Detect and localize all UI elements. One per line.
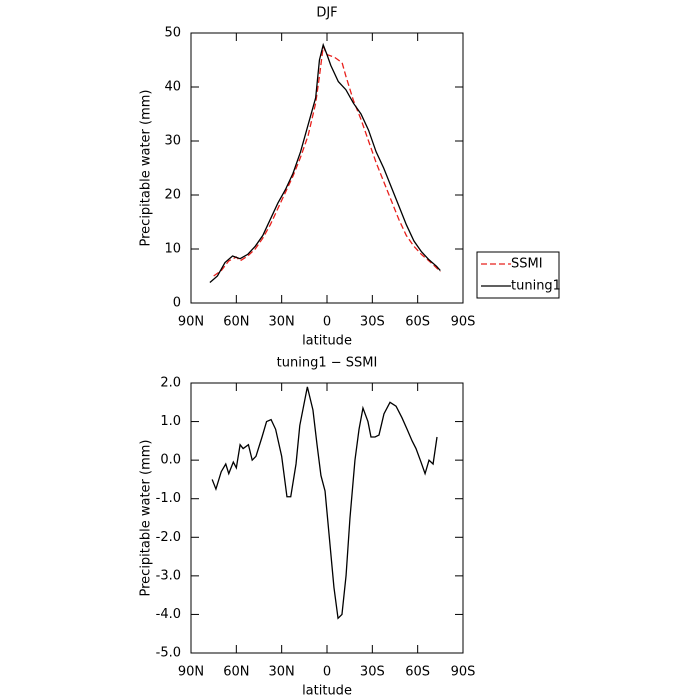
y-tick-label: -3.0 [156, 568, 181, 583]
data-line [211, 386, 438, 620]
y-tick-label: 10 [164, 242, 181, 257]
y-tick-label: 2.0 [160, 376, 181, 391]
plot-frame [190, 32, 464, 304]
x-tick-label: 30S [360, 665, 385, 680]
x-tick-label: 60S [405, 315, 430, 330]
y-tick-label: -2.0 [156, 530, 181, 545]
x-tick-label: 0 [323, 665, 331, 680]
chart-title: tuning1 − SSMI [277, 356, 378, 371]
x-tick-label: 90S [451, 315, 476, 330]
legend-label: tuning1 [511, 279, 561, 294]
x-axis-label: latitude [302, 684, 352, 699]
x-tick-label: 90N [178, 315, 204, 330]
x-tick-label: 60S [405, 665, 430, 680]
x-axis-label: latitude [302, 334, 352, 349]
y-tick-label: 20 [164, 188, 181, 203]
data-line [213, 44, 441, 277]
x-tick-label: 90N [178, 665, 204, 680]
legend-box [476, 251, 560, 299]
y-tick-label: -5.0 [156, 646, 181, 661]
x-tick-label: 60N [223, 315, 249, 330]
y-tick-label: 40 [164, 80, 181, 95]
x-tick-label: 60N [223, 665, 249, 680]
x-tick-label: 0 [323, 315, 331, 330]
x-tick-label: 30N [269, 315, 295, 330]
y-tick-label: 1.0 [160, 414, 181, 429]
y-axis-label: Precipitable water (mm) [139, 90, 154, 247]
legend-label: SSMI [511, 257, 543, 272]
data-line [209, 42, 441, 283]
x-tick-label: 90S [451, 665, 476, 680]
x-tick-label: 30S [360, 315, 385, 330]
y-tick-label: -1.0 [156, 491, 181, 506]
chart-title: DJF [316, 6, 337, 21]
y-tick-label: 50 [164, 26, 181, 41]
y-tick-label: -4.0 [156, 607, 181, 622]
y-axis-label: Precipitable water (mm) [139, 440, 154, 597]
y-tick-label: 0 [173, 296, 181, 311]
y-tick-label: 0.0 [160, 453, 181, 468]
y-tick-label: 30 [164, 134, 181, 149]
x-tick-label: 30N [269, 665, 295, 680]
